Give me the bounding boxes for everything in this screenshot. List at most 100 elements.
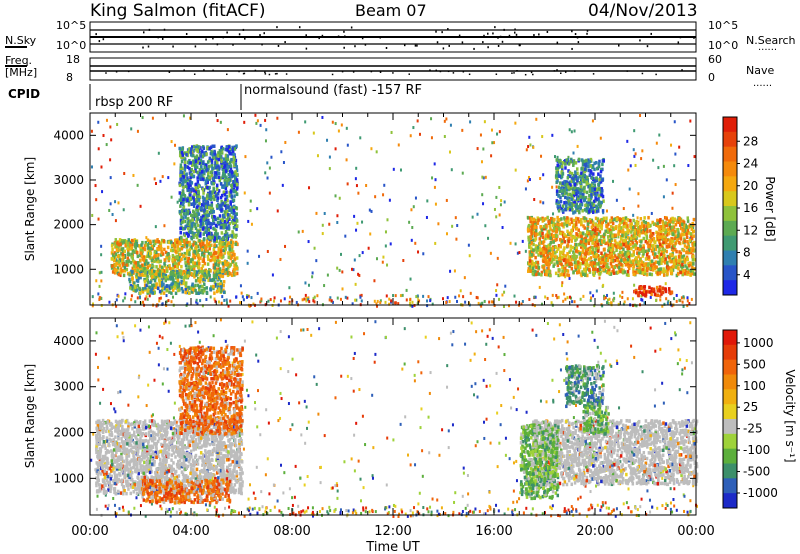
scatter-cell [655, 265, 658, 269]
scatter-cell [576, 217, 580, 221]
scatter-cell [597, 242, 600, 247]
scatter-cell [681, 260, 684, 265]
scatter-cell [513, 294, 516, 298]
scatter-cell [234, 235, 237, 239]
scatter-cell [202, 217, 206, 221]
scatter-cell [228, 145, 231, 149]
scatter-cell [167, 176, 170, 180]
scatter-cell [109, 202, 112, 206]
scatter-cell [609, 218, 612, 223]
scatter-cell [207, 164, 211, 169]
scatter-cell [664, 221, 667, 225]
scatter-cell [549, 216, 553, 221]
scatter-cell [256, 207, 259, 211]
nsky-sample [385, 46, 388, 49]
scatter-cell [176, 255, 179, 260]
scatter-cell [686, 240, 689, 244]
scatter-cell [606, 230, 610, 235]
nsky-sample [298, 26, 301, 29]
scatter-cell [130, 298, 133, 302]
scatter-cell [201, 269, 204, 274]
scatter-cell [576, 304, 579, 308]
scatter-cell [541, 218, 545, 223]
scatter-cell [670, 268, 673, 272]
scatter-cell [111, 257, 114, 261]
scatter-cell [129, 241, 133, 245]
scatter-cell [561, 222, 564, 226]
scatter-cell [220, 162, 223, 167]
scatter-cell [681, 262, 684, 267]
scatter-cell [192, 153, 195, 158]
scatter-cell [231, 230, 234, 234]
scatter-cell [227, 255, 231, 260]
scatter-cell [596, 191, 599, 195]
scatter-cell [602, 255, 606, 259]
scatter-cell [288, 302, 291, 306]
scatter-cell [193, 275, 196, 279]
scatter-cell [665, 297, 668, 301]
scatter-cell [545, 259, 549, 263]
scatter-cell [265, 128, 268, 132]
scatter-cell [634, 234, 637, 239]
scatter-cell [527, 175, 530, 179]
scatter-cell [662, 240, 665, 245]
scatter-cell [678, 262, 681, 267]
scatter-cell [631, 253, 634, 258]
scatter-cell [644, 249, 648, 254]
scatter-cell [158, 289, 162, 294]
scatter-cell [230, 273, 234, 278]
scatter-cell [641, 230, 644, 235]
scatter-cell [163, 258, 167, 262]
scatter-cell [608, 297, 611, 301]
scatter-cell [689, 232, 693, 236]
scatter-cell [660, 235, 663, 239]
scatter-cell [624, 241, 628, 246]
scatter-cell [259, 123, 262, 127]
scatter-cell [123, 253, 127, 258]
scatter-cell [627, 236, 630, 240]
scatter-cell [665, 223, 668, 228]
scatter-cell [199, 172, 202, 176]
scatter-cell [92, 302, 95, 306]
nsky-sample [499, 35, 502, 38]
scatter-cell [142, 246, 145, 251]
scatter-cell [213, 164, 217, 168]
scatter-cell [153, 177, 156, 181]
scatter-cell [191, 151, 194, 155]
scatter-cell [650, 233, 654, 238]
scatter-cell [682, 228, 685, 232]
scatter-cell [180, 286, 184, 291]
scatter-cell [570, 220, 574, 225]
scatter-cell [575, 254, 578, 259]
scatter-cell [550, 254, 554, 258]
scatter-cell [566, 296, 569, 300]
scatter-cell [622, 224, 625, 229]
scatter-cell [626, 231, 630, 235]
scatter-cell [683, 244, 687, 248]
scatter-cell [568, 192, 572, 197]
scatter-cell [563, 292, 566, 296]
scatter-cell [553, 155, 556, 159]
scatter-cell [571, 208, 574, 212]
nsky-sample [461, 41, 464, 44]
scatter-cell [228, 172, 232, 177]
freq-sample [226, 73, 228, 76]
scatter-cell [576, 205, 580, 209]
scatter-cell [649, 223, 652, 228]
scatter-cell [180, 257, 183, 261]
scatter-cell [579, 255, 583, 259]
scatter-cell [190, 202, 193, 207]
scatter-cell [496, 283, 499, 287]
scatter-cell [607, 265, 610, 270]
scatter-cell [574, 264, 577, 268]
scatter-cell [192, 188, 196, 192]
scatter-cell [554, 230, 558, 234]
scatter-cell [561, 281, 564, 285]
scatter-cell [208, 146, 211, 151]
scatter-cell [630, 230, 633, 234]
scatter-cell [674, 230, 677, 234]
scatter-cell [561, 269, 564, 273]
scatter-cell [504, 284, 507, 288]
scatter-cell [563, 233, 566, 237]
nsky-sample [343, 46, 345, 49]
